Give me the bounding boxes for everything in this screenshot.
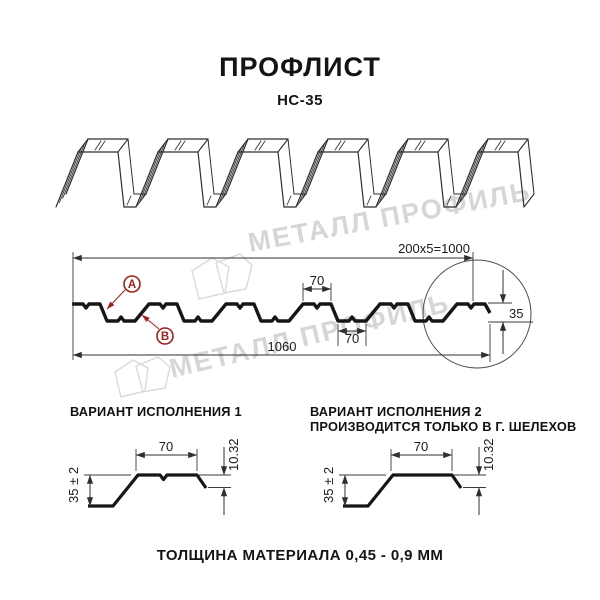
- dimension-lines: [72, 254, 507, 359]
- side-b-label: B: [161, 331, 169, 343]
- profile-code: НС-35: [277, 92, 323, 109]
- variant-1-height: 35 ± 2: [66, 467, 81, 503]
- variant-1-heading-block: ВАРИАНТ ИСПОЛНЕНИЯ 1: [70, 404, 242, 419]
- variant-1-profile: [88, 473, 208, 508]
- variant-1-top-width: 70: [159, 439, 173, 454]
- cross-section-view: 200x5=1000 1060 70 70 35 A B: [72, 241, 533, 369]
- variant-2-height: 35 ± 2: [321, 467, 336, 503]
- variant-1-dimension-lines: [86, 447, 228, 515]
- variant-2-dimension-lines: [341, 447, 483, 515]
- side-a-label: A: [128, 279, 136, 291]
- variant-2-drawing: 70 10.32 35 ± 2: [321, 438, 496, 515]
- watermark-logo-mark: [191, 253, 253, 300]
- material-thickness-note: ТОЛЩИНА МАТЕРИАЛА 0,45 - 0,9 ММ: [156, 547, 444, 564]
- dim-coverage-width: 200x5=1000: [398, 241, 470, 256]
- variant-2-profile: [343, 473, 463, 508]
- sheet-3d-view: [55, 138, 535, 208]
- variant-2-heading: ВАРИАНТ ИСПОЛНЕНИЯ 2: [310, 404, 482, 419]
- dim-crest-width: 70: [310, 273, 324, 288]
- variant-2-top-width: 70: [414, 439, 428, 454]
- watermark-text: МЕТАЛЛ ПРОФИЛЬ: [246, 176, 534, 258]
- variant-2-heading-block: ВАРИАНТ ИСПОЛНЕНИЯ 2 ПРОИЗВОДИТСЯ ТОЛЬКО…: [310, 404, 576, 434]
- watermark-layer: МЕТАЛЛ ПРОФИЛЬ МЕТАЛЛ ПРОФИЛЬ: [114, 176, 534, 398]
- profile-outline: [72, 302, 492, 323]
- variant-1-heading: ВАРИАНТ ИСПОЛНЕНИЯ 1: [70, 404, 242, 419]
- dim-valley-width: 70: [345, 331, 359, 346]
- variant-2-edge-drop: 10.32: [481, 438, 496, 471]
- variant-2-subheading: ПРОИЗВОДИТСЯ ТОЛЬКО В Г. ШЕЛЕХОВ: [310, 419, 577, 434]
- side-a-marker: A: [106, 275, 141, 310]
- detail-circle: [422, 259, 532, 369]
- page-title: ПРОФЛИСТ: [219, 52, 381, 82]
- dim-overall-width: 1060: [268, 339, 297, 354]
- variant-1-edge-drop: 10.32: [226, 438, 241, 471]
- dim-profile-height: 35: [509, 306, 523, 321]
- watermark-text: МЕТАЛЛ ПРОФИЛЬ: [166, 288, 452, 384]
- watermark-logo-mark: [114, 356, 171, 398]
- side-b-marker: B: [141, 314, 174, 345]
- variant-1-drawing: 70 10.32 35 ± 2: [66, 438, 241, 515]
